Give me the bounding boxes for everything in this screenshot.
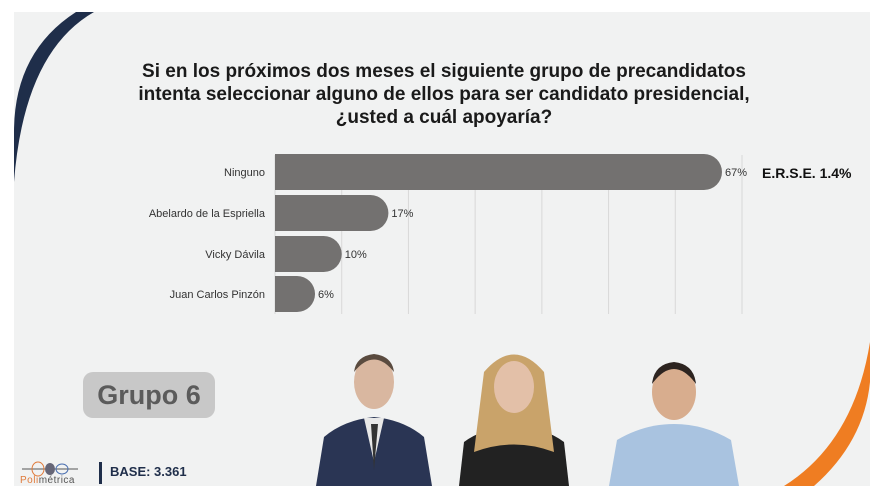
value-label: 67% [725, 167, 747, 179]
category-label: Juan Carlos Pinzón [170, 289, 265, 301]
decorative-arcs [14, 12, 870, 486]
polimetrica-logo-text: Polimétrica [20, 475, 75, 486]
category-label: Ninguno [224, 167, 265, 179]
base-divider [99, 462, 102, 484]
erse-label: E.R.S.E. 1.4% [762, 165, 852, 181]
photo-juan-carlos [609, 362, 739, 486]
polimetrica-logo-icon [22, 461, 78, 477]
value-label: 6% [318, 289, 334, 301]
bar-chart: Ninguno 67% Abelardo de la Espriella 17% Vic… [149, 154, 747, 314]
navy-arc [14, 12, 94, 182]
bar-1 [275, 195, 389, 231]
photo-vicky [459, 354, 569, 486]
category-label: Vicky Dávila [205, 249, 266, 261]
candidate-photos [316, 354, 739, 486]
photo-abelardo [316, 354, 432, 486]
bar-0 [275, 154, 722, 190]
logo-prefix: Poli [20, 475, 39, 486]
group-badge: Grupo 6 [83, 372, 215, 418]
value-label: 10% [345, 249, 367, 261]
logo-suffix: métrica [38, 475, 75, 486]
category-label: Abelardo de la Espriella [149, 208, 266, 220]
bar-3 [275, 276, 316, 312]
orange-arc [784, 342, 870, 486]
base-label: BASE: 3.361 [110, 464, 187, 479]
bar-2 [275, 236, 342, 272]
chart-title: Si en los próximos dos meses el siguient… [138, 61, 750, 128]
value-label: 17% [391, 208, 413, 220]
slide: Si en los próximos dos meses el siguient… [14, 12, 870, 486]
